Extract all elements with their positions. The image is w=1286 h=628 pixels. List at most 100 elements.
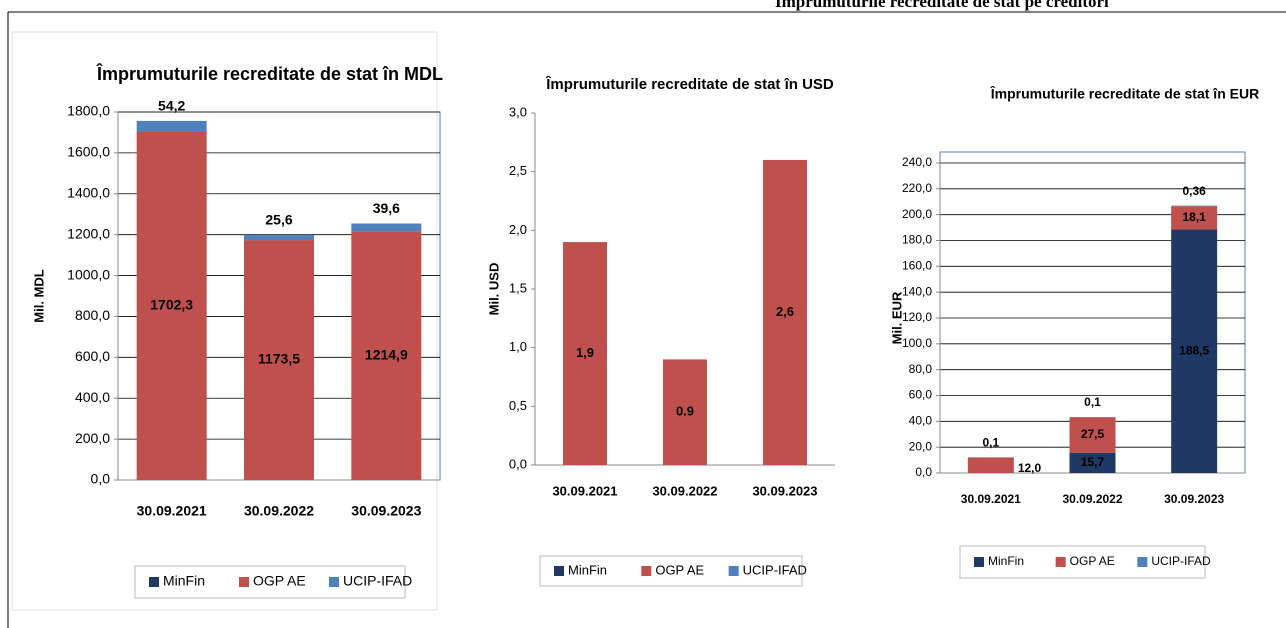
x-tick-label: 30.09.2023 (1164, 492, 1224, 506)
legend-label: UCIP-IFAD (343, 573, 412, 589)
y-tick-label: 0,0 (91, 471, 111, 487)
y-tick-label: 2,0 (509, 222, 527, 237)
y-tick-label: 0,0 (915, 465, 932, 479)
y-tick-label: 600,0 (75, 348, 110, 364)
bar-segment (967, 457, 1014, 473)
y-tick-label: 1200,0 (67, 225, 110, 241)
data-label: 18,1 (1182, 210, 1206, 224)
legend-swatch (1137, 557, 1148, 567)
data-label: 188,5 (1179, 343, 1209, 357)
data-label: 15,7 (1081, 455, 1105, 469)
legend-swatch (554, 566, 564, 576)
y-tick-label: 140,0 (902, 284, 932, 298)
bar-segment (136, 120, 207, 132)
y-tick-label: 220,0 (902, 181, 932, 195)
bar-segment (663, 359, 707, 465)
x-tick-label: 30.09.2021 (137, 503, 207, 519)
legend-label: OGP AE (655, 562, 704, 577)
legend-label: OGP AE (253, 573, 306, 589)
y-tick-label: 40,0 (909, 414, 933, 428)
legend-label: MinFin (988, 554, 1024, 568)
legend-label: OGP AE (1070, 554, 1115, 568)
data-label: 2,6 (776, 304, 794, 319)
data-label: 0,36 (1182, 184, 1206, 198)
y-tick-label: 1,5 (509, 280, 527, 295)
y-tick-label: 0,0 (509, 456, 527, 471)
y-tick-label: 100,0 (902, 336, 932, 350)
data-label: 0.9 (676, 404, 694, 419)
y-axis-label: Mil. USD (486, 263, 501, 316)
legend-swatch (329, 577, 339, 587)
y-axis-label: Mil. MDL (31, 269, 46, 322)
y-tick-label: 180,0 (902, 233, 932, 247)
y-tick-label: 200,0 (75, 430, 110, 446)
bar-segment (563, 242, 607, 465)
legend-label: MinFin (163, 573, 205, 589)
legend-swatch (149, 577, 159, 587)
bar-segment (1069, 417, 1116, 453)
y-tick-label: 3,0 (509, 104, 527, 119)
legend-box (539, 555, 803, 587)
x-tick-label: 30.09.2022 (244, 503, 314, 519)
bar-segment (763, 159, 807, 465)
y-tick-label: 1000,0 (67, 266, 110, 282)
y-tick-label: 1,0 (509, 339, 527, 354)
y-tick-label: 400,0 (75, 389, 110, 405)
y-tick-label: 200,0 (902, 207, 932, 221)
data-label: 1173,5 (258, 351, 300, 367)
legend-label: UCIP-IFAD (1151, 554, 1211, 568)
y-tick-label: 160,0 (902, 259, 932, 273)
y-tick-label: 0,5 (509, 398, 527, 413)
data-label: 54,2 (158, 98, 185, 114)
legend-box (959, 545, 1206, 579)
data-label: 39,6 (373, 200, 400, 216)
data-label: 0,1 (1084, 395, 1101, 409)
bar-segment (1069, 452, 1116, 473)
y-tick-label: 2,5 (509, 163, 527, 178)
legend-swatch (974, 557, 984, 567)
x-tick-label: 30.09.2022 (1062, 492, 1122, 506)
y-tick-label: 20,0 (909, 439, 933, 453)
y-tick-label: 60,0 (909, 388, 933, 402)
x-tick-label: 30.09.2021 (552, 483, 617, 498)
y-tick-label: 240,0 (902, 155, 932, 169)
legend-swatch (728, 566, 739, 576)
x-tick-label: 30.09.2022 (652, 483, 717, 498)
chart-title: Împrumuturile recreditate de stat în USD (545, 75, 834, 93)
x-tick-label: 30.09.2023 (752, 483, 817, 498)
data-label: 12,0 (1018, 461, 1042, 475)
bar-segment (351, 231, 422, 480)
y-axis-label: Mil. EUR (889, 291, 904, 344)
data-label: 27,5 (1081, 427, 1105, 441)
bar-segment (1171, 206, 1218, 230)
bar-segment (1171, 229, 1218, 473)
x-tick-label: 30.09.2023 (351, 503, 421, 519)
y-tick-label: 1800,0 (67, 103, 110, 119)
y-tick-label: 1600,0 (67, 144, 110, 160)
data-label: 0,1 (982, 436, 999, 450)
data-label: 1702,3 (150, 297, 193, 313)
chart-title: Împrumuturile recreditate de stat în MDL (96, 63, 443, 84)
legend-label: UCIP-IFAD (743, 562, 807, 577)
data-label: 1,9 (576, 345, 594, 360)
bar-segment (351, 223, 422, 232)
y-tick-label: 1400,0 (67, 184, 110, 200)
y-tick-label: 800,0 (75, 307, 110, 323)
legend-swatch (239, 577, 249, 587)
y-tick-label: 120,0 (902, 310, 932, 324)
legend-box (134, 565, 406, 599)
legend-swatch (641, 566, 652, 576)
data-label: 1214,9 (365, 347, 408, 363)
page-title: Împrumuturile recreditate de stat pe cre… (775, 0, 1109, 11)
x-tick-label: 30.09.2021 (961, 492, 1021, 506)
bar-segment (244, 234, 314, 241)
data-label: 25,6 (265, 212, 292, 228)
legend-label: MinFin (568, 562, 607, 577)
legend-swatch (1055, 557, 1066, 567)
bar-segment (244, 240, 314, 480)
y-tick-label: 80,0 (909, 362, 933, 376)
chart-title: Împrumuturile recreditate de stat în EUR (990, 85, 1259, 102)
bar-segment (136, 131, 207, 480)
